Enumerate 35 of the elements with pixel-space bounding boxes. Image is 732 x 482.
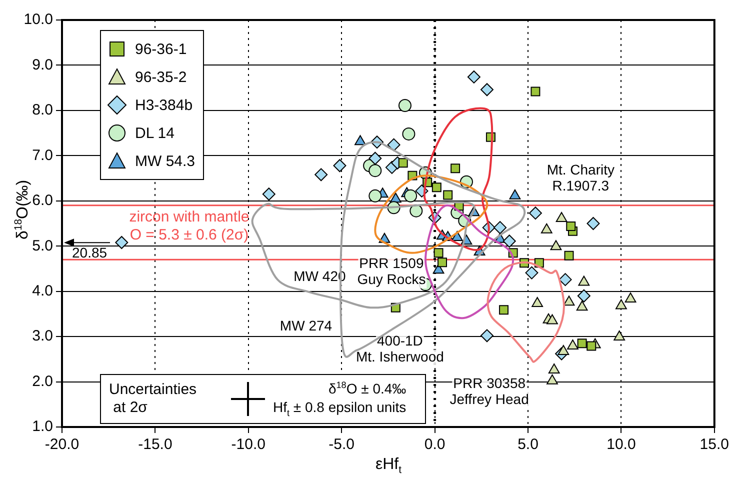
annotation: 20.85 (72, 244, 108, 260)
y-tick-label: 1.0 (32, 418, 53, 436)
y-tick-label: 2.0 (32, 372, 53, 390)
annotation: Mt. Charity R.1907.3 (546, 162, 615, 194)
x-tick-label: -10.0 (231, 436, 266, 454)
y-tick-label: 8.0 (32, 102, 53, 119)
y-tick-label: 4.0 (32, 282, 53, 300)
annotation: zircon with mantle O = 5.3 ± 0.6 (2σ) (129, 208, 250, 244)
x-tick-label: 0.0 (424, 436, 446, 454)
y-tick-label: 6.0 (32, 192, 53, 210)
annotation: Hf$_{t}$ ± 0.8 epsilon units (273, 398, 406, 418)
y-tick-label: 3.0 (32, 328, 53, 345)
annotation: MW 274 (280, 317, 332, 334)
y-tick-label: 10.0 (24, 11, 53, 28)
y-tick-label: 9.0 (32, 56, 53, 74)
legend-label: H3-384b (135, 96, 193, 114)
legend-label: 96-36-1 (135, 40, 187, 58)
x-tick-label: 10.0 (606, 436, 636, 454)
annotation: PRR 30358 Jeffrey Head (450, 374, 529, 407)
x-axis-title: εHf$_{t}$ (374, 456, 403, 476)
x-tick-label: 5.0 (518, 436, 538, 454)
y-tick-label: 5.0 (32, 237, 53, 254)
legend-label: 96-35-2 (135, 68, 187, 86)
annotation: Uncertainties at 2σ (108, 381, 198, 417)
x-tick-label: -20.0 (44, 436, 80, 454)
legend-label: MW 54.3 (135, 152, 196, 170)
y-tick-label: 7.0 (32, 146, 53, 164)
annotation: MW 420 (294, 268, 346, 284)
x-tick-label: 15.0 (700, 436, 730, 454)
annotation: δ$^{18}$O ± 0.4‰ (328, 380, 406, 397)
x-tick-label: -5.0 (328, 436, 355, 454)
legend-label: DL 14 (135, 124, 174, 142)
x-tick-label: -15.0 (138, 436, 172, 454)
annotation: 400-1D Mt. Isherwood (356, 332, 444, 365)
annotation: PRR 1509 Guy Rocks (357, 255, 426, 288)
